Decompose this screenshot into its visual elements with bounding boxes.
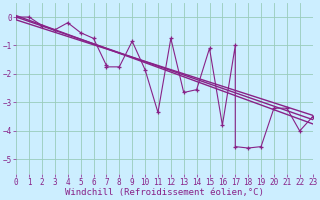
X-axis label: Windchill (Refroidissement éolien,°C): Windchill (Refroidissement éolien,°C) <box>65 188 264 197</box>
